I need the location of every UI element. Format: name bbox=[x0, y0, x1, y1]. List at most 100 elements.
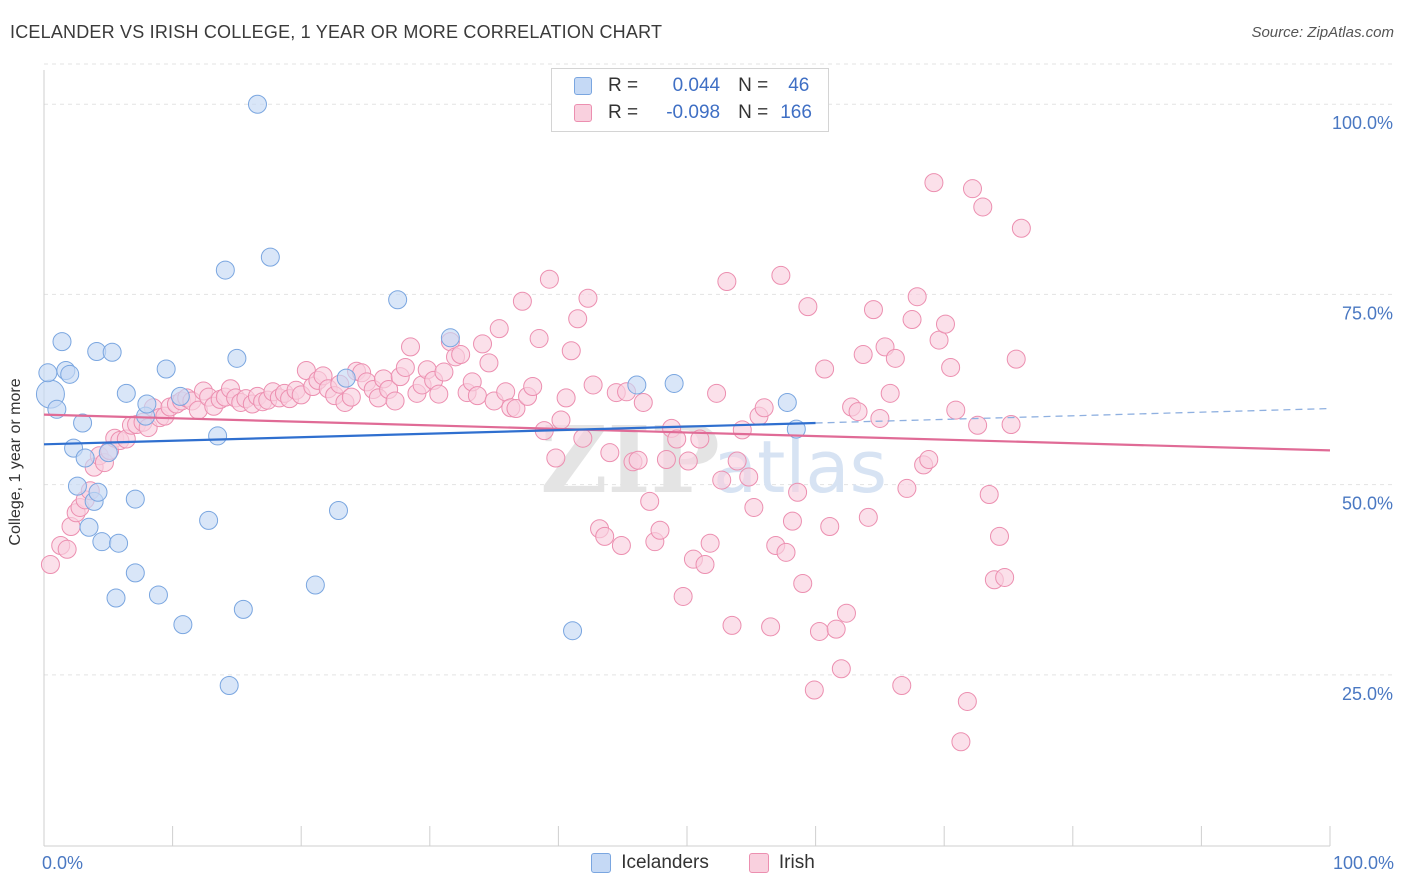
irish-point bbox=[717, 271, 737, 291]
icelanders-point bbox=[170, 386, 190, 406]
irish-point bbox=[467, 386, 487, 406]
irish-point bbox=[962, 179, 982, 199]
legend-r-label: R = bbox=[608, 75, 639, 96]
icelanders-point bbox=[173, 615, 193, 635]
series-legend-irish[interactable]: Irish bbox=[748, 852, 815, 874]
icelanders-point bbox=[137, 394, 157, 414]
irish-point bbox=[836, 603, 856, 623]
irish-point bbox=[727, 451, 747, 471]
icelanders-point bbox=[125, 563, 145, 583]
irish-point bbox=[628, 450, 648, 470]
irish-point bbox=[395, 357, 415, 377]
irish-point bbox=[546, 448, 566, 468]
irish-point bbox=[473, 334, 493, 354]
irish-point bbox=[968, 415, 988, 435]
irish-point bbox=[870, 408, 890, 428]
irish-point bbox=[995, 567, 1015, 587]
icelanders-trend-line bbox=[43, 421, 816, 446]
y-tick-labels: 100.0% 75.0% 50.0% 25.0% bbox=[1332, 113, 1393, 704]
irish-point bbox=[826, 619, 846, 639]
irish-point bbox=[935, 314, 955, 334]
irish-point bbox=[57, 539, 77, 559]
irish-point bbox=[809, 621, 829, 641]
icelanders-point bbox=[75, 448, 95, 468]
irish-point bbox=[815, 359, 835, 379]
icelanders-point bbox=[328, 500, 348, 520]
icelanders-point bbox=[208, 426, 228, 446]
icelanders-point bbox=[38, 363, 58, 383]
irish-point bbox=[989, 526, 1009, 546]
irish-point bbox=[776, 542, 796, 562]
irish-point bbox=[761, 617, 781, 637]
irish-point bbox=[690, 429, 710, 449]
icelanders-point bbox=[305, 575, 325, 595]
irish-point bbox=[831, 659, 851, 679]
irish-point bbox=[848, 402, 868, 422]
icelanders-point bbox=[125, 489, 145, 509]
irish-point bbox=[973, 197, 993, 217]
icelanders-point bbox=[98, 443, 118, 463]
irish-point bbox=[793, 574, 813, 594]
x-tick-label-max: 100.0% bbox=[1332, 853, 1394, 873]
irish-point bbox=[650, 520, 670, 540]
icelanders-point bbox=[227, 348, 247, 368]
irish-point bbox=[902, 310, 922, 330]
irish-point bbox=[512, 291, 532, 311]
series-swatch-irish bbox=[748, 853, 769, 873]
icelanders-point bbox=[73, 413, 93, 433]
icelanders-point bbox=[148, 585, 168, 605]
grid-lines bbox=[44, 63, 1392, 676]
irish-point bbox=[523, 376, 543, 396]
irish-point bbox=[782, 511, 802, 531]
series-legend: Icelanders Irish bbox=[0, 852, 1406, 874]
trend-lines bbox=[43, 407, 1331, 452]
series-label-icelanders: Icelanders bbox=[621, 852, 709, 873]
irish-point bbox=[561, 341, 581, 361]
irish-point bbox=[863, 300, 883, 320]
irish-point bbox=[568, 309, 588, 329]
irish-point bbox=[496, 382, 516, 402]
icelanders-point bbox=[88, 482, 108, 502]
irish-point bbox=[678, 451, 698, 471]
irish-point bbox=[667, 429, 687, 449]
legend-row-icelanders: R = 0.044 N = 46 bbox=[574, 74, 809, 98]
irish-point bbox=[1001, 415, 1021, 435]
icelanders-point bbox=[627, 375, 647, 395]
irish-point bbox=[385, 391, 405, 411]
icelanders-point bbox=[116, 383, 136, 403]
icelanders-point bbox=[440, 328, 460, 348]
irish-point bbox=[919, 450, 939, 470]
icelanders-points bbox=[35, 94, 806, 695]
irish-point bbox=[451, 345, 471, 365]
irish-point bbox=[429, 384, 449, 404]
irish-point bbox=[722, 615, 742, 635]
irish-point bbox=[1011, 218, 1031, 238]
correlation-legend: R = 0.044 N = 46 R = -0.098 N = 166 bbox=[551, 68, 829, 132]
irish-point bbox=[732, 420, 752, 440]
irish-trend-line bbox=[43, 413, 1331, 452]
series-legend-icelanders[interactable]: Icelanders bbox=[591, 852, 709, 874]
irish-point bbox=[695, 555, 715, 575]
irish-point bbox=[946, 400, 966, 420]
icelanders-point bbox=[777, 392, 797, 412]
icelanders-point bbox=[233, 599, 253, 619]
irish-point bbox=[979, 485, 999, 505]
icelanders-point bbox=[336, 368, 356, 388]
irish-point bbox=[656, 450, 676, 470]
irish-point bbox=[771, 265, 791, 285]
icelanders-point bbox=[219, 675, 239, 695]
icelanders-point bbox=[563, 621, 583, 641]
series-label-irish: Irish bbox=[778, 852, 815, 873]
legend-n-value: 166 bbox=[780, 102, 812, 123]
y-tick-label: 75.0% bbox=[1342, 303, 1393, 323]
irish-point bbox=[929, 330, 949, 350]
axes bbox=[43, 70, 1331, 847]
irish-point bbox=[853, 345, 873, 365]
irish-point bbox=[892, 675, 912, 695]
legend-swatch-icelanders bbox=[574, 77, 592, 95]
legend-row-irish: R = -0.098 N = 166 bbox=[574, 101, 812, 125]
irish-point bbox=[907, 287, 927, 307]
irish-point bbox=[578, 288, 598, 308]
irish-point bbox=[858, 507, 878, 527]
